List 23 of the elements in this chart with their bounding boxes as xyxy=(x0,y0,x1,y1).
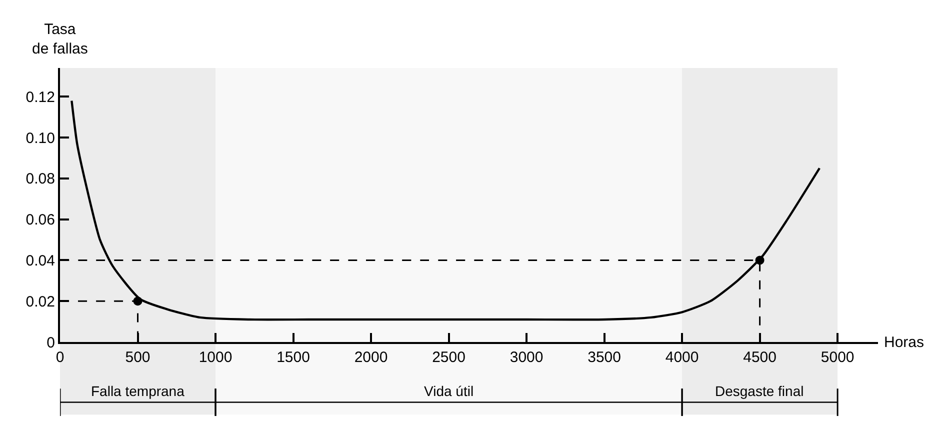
band-label: Falla temprana xyxy=(91,383,185,399)
x-tick-label: 5000 xyxy=(820,349,854,366)
x-tick-label: 2500 xyxy=(432,349,466,366)
y-tick-label: 0.10 xyxy=(26,130,55,147)
x-tick-label: 4000 xyxy=(665,349,699,366)
y-tick-label: 0.02 xyxy=(26,293,55,310)
x-tick-label: 500 xyxy=(125,349,150,366)
x-tick-label: 1500 xyxy=(276,349,310,366)
y-tick-label: 0.12 xyxy=(26,88,55,106)
y-tick-label: 0.04 xyxy=(26,252,55,270)
line-series xyxy=(70,100,821,321)
x-tick-label: 3500 xyxy=(588,349,621,366)
x-tick-label: 2000 xyxy=(354,349,388,366)
x-tick-label: 1000 xyxy=(198,349,232,366)
y-axis-title: Tasa de fallas xyxy=(32,21,88,58)
band-label: Desgaste final xyxy=(715,383,804,399)
x-axis-title: Horas xyxy=(884,334,924,351)
y-tick-label: 0.06 xyxy=(26,212,55,229)
x-tick-label: 3000 xyxy=(510,349,544,366)
y-tick-label: 0.08 xyxy=(26,170,55,188)
band-label: Vida útil xyxy=(424,383,474,399)
x-tick-label: 4500 xyxy=(743,349,776,366)
y-tick-label: 0 xyxy=(46,334,55,352)
